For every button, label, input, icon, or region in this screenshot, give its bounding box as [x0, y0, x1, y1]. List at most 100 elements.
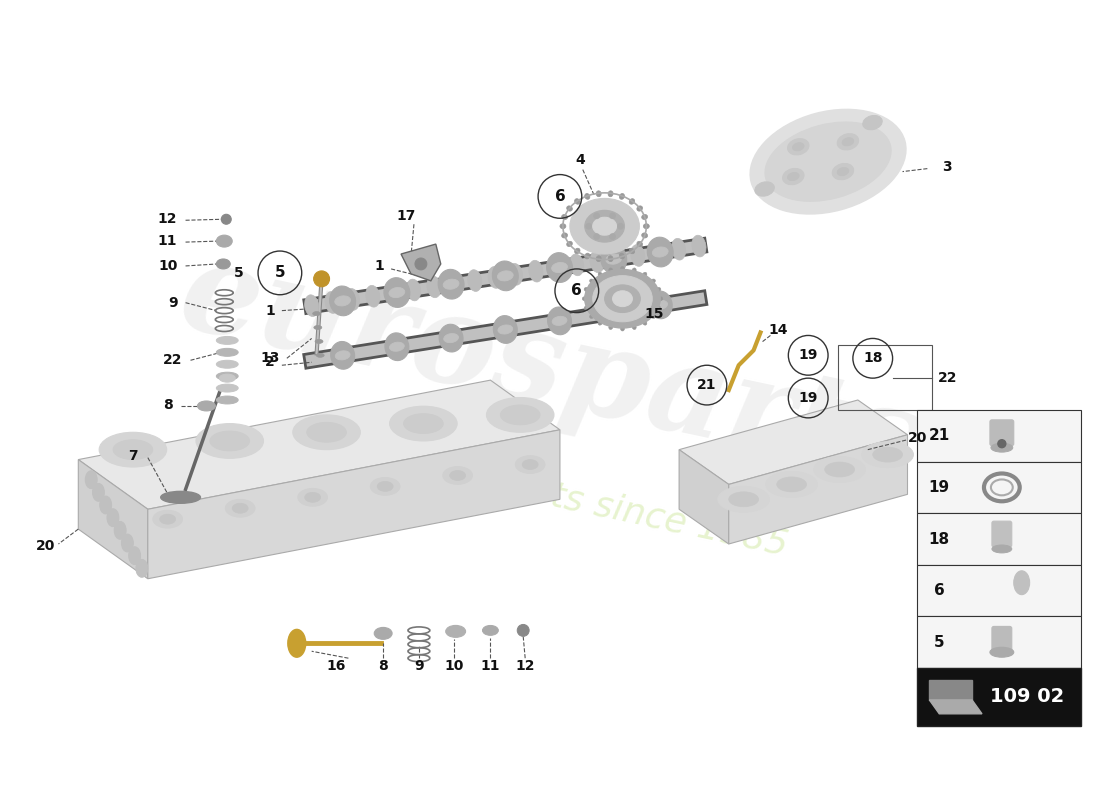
Ellipse shape [642, 321, 647, 325]
Ellipse shape [365, 286, 380, 307]
Text: 1: 1 [265, 304, 275, 318]
Ellipse shape [389, 342, 405, 351]
Ellipse shape [316, 354, 324, 358]
Text: 21: 21 [697, 378, 717, 392]
Ellipse shape [486, 398, 554, 432]
Ellipse shape [324, 292, 339, 314]
Text: 3: 3 [943, 160, 951, 174]
Ellipse shape [345, 289, 360, 310]
Ellipse shape [136, 559, 147, 578]
Ellipse shape [298, 488, 328, 506]
Ellipse shape [598, 272, 603, 277]
Ellipse shape [837, 134, 859, 150]
Text: 4: 4 [575, 153, 585, 166]
Ellipse shape [990, 647, 1014, 658]
Ellipse shape [637, 206, 642, 211]
Ellipse shape [217, 337, 239, 344]
Ellipse shape [217, 360, 239, 368]
Ellipse shape [442, 466, 473, 485]
Ellipse shape [606, 254, 621, 264]
Ellipse shape [596, 256, 602, 262]
Ellipse shape [606, 308, 621, 317]
Ellipse shape [377, 482, 393, 491]
Ellipse shape [656, 306, 661, 310]
Text: 7: 7 [128, 449, 138, 462]
Ellipse shape [764, 122, 891, 202]
Ellipse shape [861, 442, 913, 467]
Ellipse shape [288, 630, 306, 658]
Ellipse shape [651, 279, 656, 283]
Ellipse shape [584, 306, 588, 310]
Ellipse shape [196, 423, 264, 458]
Circle shape [585, 223, 592, 229]
Ellipse shape [590, 251, 604, 273]
Ellipse shape [641, 233, 648, 238]
Text: 13: 13 [261, 351, 279, 366]
Ellipse shape [86, 470, 97, 489]
Ellipse shape [833, 163, 854, 180]
Text: 19: 19 [799, 348, 818, 362]
Ellipse shape [632, 325, 636, 330]
Ellipse shape [500, 405, 540, 425]
Ellipse shape [755, 182, 774, 196]
Ellipse shape [566, 206, 572, 211]
Ellipse shape [991, 443, 1013, 452]
Bar [917, 410, 1081, 462]
Polygon shape [679, 450, 728, 544]
Ellipse shape [293, 415, 361, 450]
Text: 20: 20 [36, 539, 55, 553]
Ellipse shape [566, 242, 572, 246]
Text: 19: 19 [928, 480, 949, 495]
Ellipse shape [788, 138, 808, 155]
Ellipse shape [656, 287, 661, 291]
Ellipse shape [404, 414, 443, 434]
Ellipse shape [632, 268, 636, 273]
Ellipse shape [562, 214, 568, 219]
Ellipse shape [629, 248, 635, 254]
Ellipse shape [305, 295, 319, 317]
Text: 18: 18 [928, 531, 949, 546]
Ellipse shape [374, 627, 392, 639]
Ellipse shape [658, 297, 662, 301]
Ellipse shape [652, 247, 668, 257]
Ellipse shape [862, 115, 882, 130]
Ellipse shape [483, 626, 498, 635]
Ellipse shape [619, 194, 625, 199]
Polygon shape [930, 700, 982, 714]
Ellipse shape [121, 534, 133, 552]
Ellipse shape [843, 138, 854, 146]
Ellipse shape [493, 261, 518, 290]
Ellipse shape [153, 510, 183, 528]
Bar [838, 346, 933, 410]
Ellipse shape [217, 396, 239, 404]
Ellipse shape [312, 312, 320, 315]
Ellipse shape [671, 238, 685, 260]
Ellipse shape [336, 350, 350, 360]
Bar [917, 565, 1081, 617]
Ellipse shape [427, 276, 441, 298]
Text: eurosparts: eurosparts [169, 233, 931, 508]
Ellipse shape [107, 509, 119, 526]
Ellipse shape [389, 406, 458, 441]
Polygon shape [78, 380, 560, 510]
Text: 1: 1 [374, 259, 384, 273]
Ellipse shape [100, 496, 111, 514]
Ellipse shape [814, 457, 866, 482]
Text: 109 02: 109 02 [990, 687, 1064, 706]
Bar [917, 462, 1081, 514]
Text: 6: 6 [934, 583, 945, 598]
Text: 10: 10 [444, 659, 463, 673]
Ellipse shape [582, 297, 587, 301]
Ellipse shape [641, 214, 648, 219]
Ellipse shape [601, 244, 627, 274]
Ellipse shape [692, 235, 706, 257]
Ellipse shape [651, 314, 656, 318]
Circle shape [221, 214, 231, 224]
Ellipse shape [792, 142, 804, 151]
Text: 5: 5 [275, 266, 285, 280]
Text: 11: 11 [481, 659, 500, 673]
Ellipse shape [99, 432, 167, 467]
Ellipse shape [305, 492, 320, 502]
Ellipse shape [610, 248, 625, 270]
Ellipse shape [446, 626, 465, 638]
